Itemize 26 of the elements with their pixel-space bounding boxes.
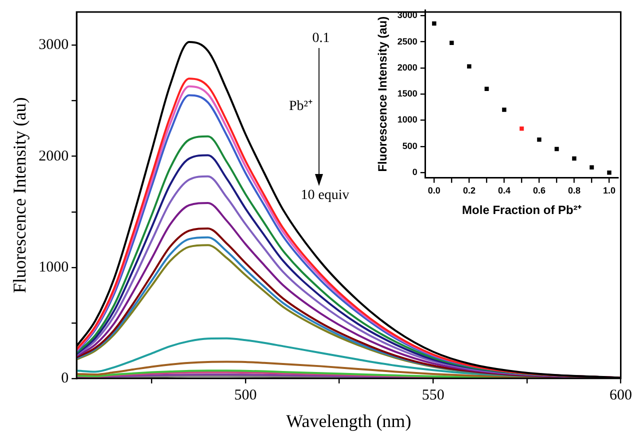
- annotation: 0.1: [312, 31, 330, 47]
- x-tick-label: 1.0: [602, 186, 616, 196]
- x-tick-label: 0.8: [568, 186, 580, 196]
- y-tick-label: 2000: [397, 62, 418, 72]
- y-tick-label: 500: [402, 140, 418, 151]
- x-tick-label: 550: [422, 387, 444, 404]
- y-tick-label: 0: [61, 370, 69, 386]
- x-axis-title: Mole Fraction of Pb²⁺: [462, 203, 582, 218]
- y-tick-label: 1000: [397, 114, 418, 125]
- y-axis-title: Fluorescence Intensity (au): [10, 97, 30, 294]
- x-tick-label: 0.4: [498, 186, 510, 196]
- x-tick-label: 0.2: [462, 186, 476, 196]
- x-tick-label: 0.6: [532, 186, 546, 196]
- y-tick-label: 2500: [397, 36, 418, 46]
- y-tick-label: 1000: [38, 259, 69, 276]
- annotation: Pb²⁺: [289, 98, 313, 115]
- x-tick-label: 600: [610, 387, 632, 404]
- y-tick-label: 0: [412, 167, 418, 178]
- y-tick-label: 1500: [397, 88, 418, 99]
- x-axis-title: Wavelength (nm): [286, 410, 412, 431]
- y-tick-label: 3000: [38, 37, 69, 54]
- y-axis-title: Fluorescence Intensity (au): [376, 16, 390, 172]
- y-tick-label: 2000: [38, 148, 69, 164]
- x-tick-label: 500: [234, 387, 257, 404]
- annotation: 10 equiv: [300, 188, 350, 204]
- x-tick-label: 0.0: [428, 186, 440, 196]
